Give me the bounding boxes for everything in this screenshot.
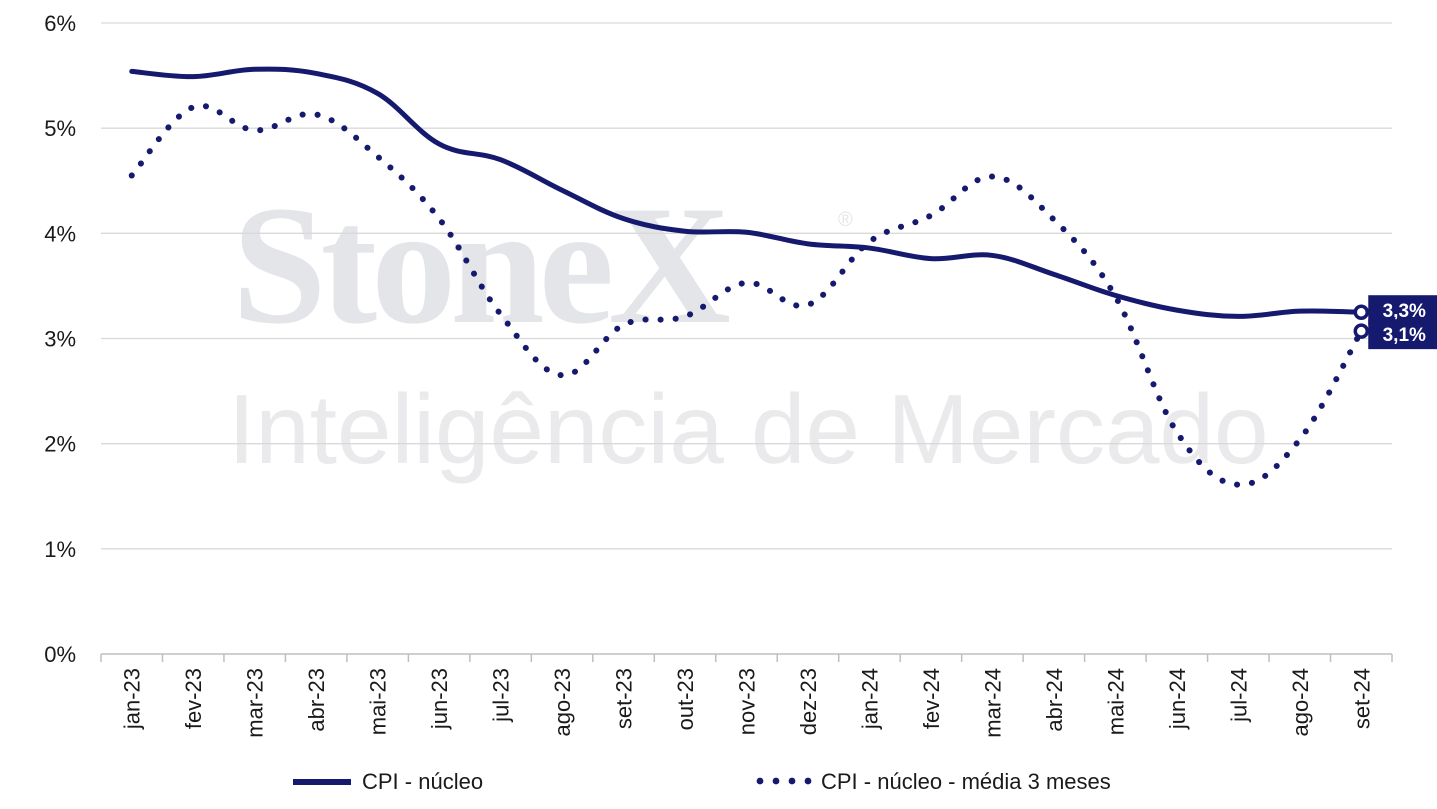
callout-marker bbox=[1353, 304, 1370, 320]
x-tick-label: jun-23 bbox=[427, 668, 452, 730]
end-callouts: 3,3% 3,1% bbox=[1353, 295, 1437, 350]
x-tick-label: mai-24 bbox=[1103, 668, 1128, 735]
x-tick-label: mai-23 bbox=[366, 668, 391, 735]
x-tick-label: jan-23 bbox=[120, 668, 145, 730]
y-tick-label: 0% bbox=[44, 642, 76, 667]
legend-dot bbox=[804, 777, 812, 785]
x-tick-label: jun-24 bbox=[1165, 668, 1190, 730]
y-tick-label: 6% bbox=[44, 11, 76, 36]
x-tick-label: out-23 bbox=[673, 668, 698, 730]
x-tick-label: jul-24 bbox=[1226, 668, 1251, 723]
watermark-registered: ® bbox=[838, 209, 853, 231]
series-line-cpi-media-3-meses bbox=[128, 102, 1365, 488]
x-axis: jan-23 fev-23 mar-23 abr-23 mai-23 jun-23 jul-… bbox=[100, 653, 1393, 738]
x-tick-label: abr-24 bbox=[1042, 668, 1067, 732]
legend-dot bbox=[756, 777, 764, 785]
legend-label-cpi-nucleo: CPI - núcleo bbox=[362, 769, 483, 794]
grid-lines bbox=[101, 22, 1392, 550]
y-tick-label: 4% bbox=[44, 221, 76, 246]
x-tick-label: jan-24 bbox=[857, 668, 882, 730]
legend: CPI - núcleo CPI - núcleo - média 3 mese… bbox=[293, 769, 1111, 794]
watermark-tagline: Inteligência de Mercado bbox=[228, 374, 1269, 484]
x-tick-label: jul-23 bbox=[489, 668, 514, 723]
callout-label: 3,1% bbox=[1383, 325, 1426, 346]
x-tick-label: ago-23 bbox=[550, 668, 575, 737]
callout-box bbox=[1368, 319, 1437, 350]
x-tick-label: fev-23 bbox=[181, 668, 206, 729]
series-line-cpi-nucleo bbox=[129, 66, 1364, 319]
y-tick-label: 1% bbox=[44, 537, 76, 562]
x-tick-label: dez-23 bbox=[796, 668, 821, 735]
legend-label-cpi-media-3-meses: CPI - núcleo - média 3 meses bbox=[821, 769, 1111, 794]
watermark-brand: StoneX bbox=[232, 171, 729, 359]
x-tick-label: set-24 bbox=[1349, 668, 1374, 729]
stonex-watermark: StoneX ® Inteligência de Mercado bbox=[228, 171, 1269, 484]
x-tick-label: abr-23 bbox=[304, 668, 329, 732]
legend-dot bbox=[788, 777, 796, 785]
x-tick-label: ago-24 bbox=[1288, 668, 1313, 737]
y-tick-label: 3% bbox=[44, 327, 76, 352]
y-axis-ticks: 0% 1% 2% 3% 4% 5% 6% bbox=[44, 11, 76, 667]
x-tick-label: nov-23 bbox=[735, 668, 760, 735]
callout-label: 3,3% bbox=[1383, 301, 1426, 322]
x-tick-label: mar-23 bbox=[243, 668, 268, 738]
callout-marker bbox=[1353, 323, 1370, 339]
series-lines bbox=[128, 66, 1365, 488]
legend-dotted-swatch bbox=[756, 777, 812, 785]
y-tick-label: 2% bbox=[44, 432, 76, 457]
x-tick-label: set-23 bbox=[612, 668, 637, 729]
y-tick-label: 5% bbox=[44, 116, 76, 141]
legend-dot bbox=[772, 777, 780, 785]
x-tick-label: fev-24 bbox=[919, 668, 944, 729]
x-tick-label: mar-24 bbox=[980, 668, 1005, 738]
